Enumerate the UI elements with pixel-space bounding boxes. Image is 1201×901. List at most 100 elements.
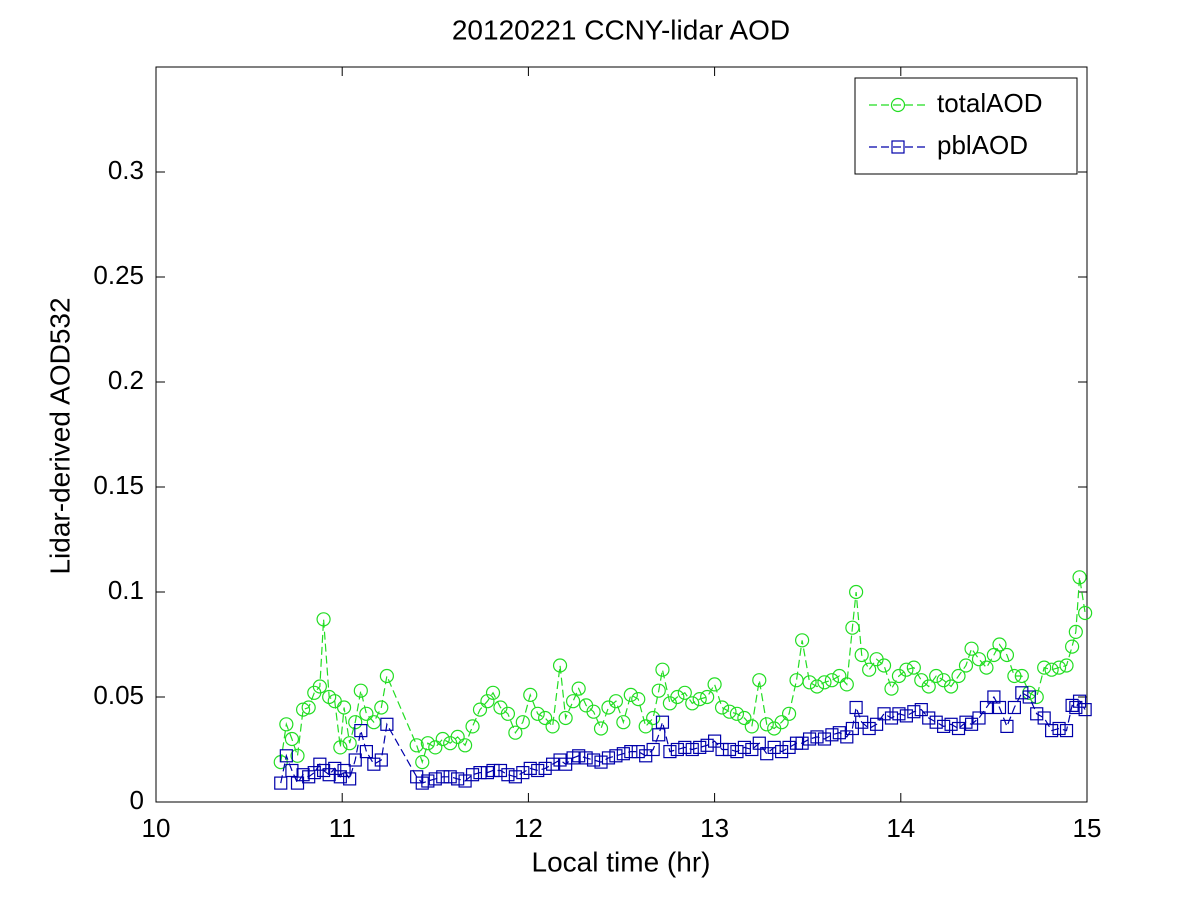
marker — [501, 768, 515, 782]
marker — [1044, 662, 1059, 677]
marker — [884, 711, 899, 725]
marker — [571, 681, 586, 696]
legend: totalAOD pblAOD — [854, 77, 1078, 175]
marker — [1078, 702, 1092, 717]
marker — [737, 710, 752, 726]
marker — [729, 706, 745, 721]
marker — [914, 702, 928, 717]
marker — [943, 679, 959, 694]
marker — [845, 620, 860, 635]
marker — [485, 685, 501, 700]
marker — [586, 704, 601, 719]
marker — [312, 679, 327, 694]
marker — [944, 717, 958, 731]
y-tick-label: 0 — [130, 785, 144, 815]
y-tick-label: 0.05 — [93, 680, 144, 710]
marker — [380, 717, 394, 731]
marker — [279, 717, 294, 732]
marker — [891, 140, 905, 154]
marker — [428, 740, 443, 755]
y-tick-label: 0.25 — [93, 260, 144, 290]
marker — [767, 740, 781, 755]
marker — [465, 719, 480, 734]
marker — [937, 719, 951, 734]
marker — [906, 660, 921, 675]
x-tick-label: 12 — [514, 813, 543, 843]
marker — [523, 687, 538, 703]
marker — [730, 744, 744, 759]
marker — [374, 700, 389, 715]
marker — [646, 742, 660, 757]
x-tick-label: 10 — [142, 813, 171, 843]
marker — [594, 755, 608, 769]
marker — [752, 736, 766, 750]
marker — [343, 772, 357, 786]
marker — [992, 700, 1007, 715]
marker — [892, 707, 906, 721]
marker — [899, 662, 914, 677]
x-tick-label: 11 — [329, 813, 356, 843]
marker — [685, 742, 699, 757]
marker — [516, 765, 530, 780]
x-tick-label: 15 — [1073, 813, 1102, 843]
marker — [1007, 668, 1022, 684]
marker — [972, 711, 986, 725]
marker — [884, 681, 899, 696]
marker — [579, 751, 593, 765]
marker — [493, 763, 508, 778]
marker — [700, 738, 714, 752]
plot-box — [155, 66, 1088, 803]
marker — [1065, 639, 1080, 654]
marker — [685, 696, 700, 711]
marker — [677, 685, 692, 700]
marker — [651, 683, 666, 698]
marker — [929, 715, 943, 729]
series-line — [280, 577, 1086, 765]
marker — [428, 772, 442, 786]
marker — [1072, 570, 1087, 585]
legend-box — [854, 77, 1078, 175]
marker — [1000, 719, 1014, 734]
marker — [1037, 711, 1051, 725]
marker — [999, 647, 1015, 663]
marker — [616, 715, 631, 730]
marker — [1014, 668, 1029, 684]
marker — [714, 700, 730, 715]
marker — [646, 710, 661, 726]
marker — [379, 668, 394, 684]
y-tick-label: 0.3 — [108, 155, 144, 185]
marker — [922, 711, 936, 725]
marker — [472, 702, 488, 717]
marker — [795, 736, 809, 750]
marker — [663, 744, 677, 759]
marker — [869, 717, 884, 731]
marker — [817, 732, 832, 746]
marker — [409, 738, 424, 753]
marker — [979, 660, 994, 675]
marker — [638, 719, 653, 734]
marker — [538, 761, 552, 776]
y-tick-label: 0.1 — [108, 575, 144, 605]
marker — [631, 691, 646, 707]
marker — [530, 706, 545, 721]
marker — [693, 740, 707, 755]
marker — [443, 770, 457, 784]
marker — [795, 633, 810, 648]
marker — [890, 97, 906, 113]
marker — [737, 740, 751, 755]
marker — [342, 736, 357, 751]
marker — [809, 679, 825, 694]
marker — [546, 757, 560, 771]
marker — [849, 700, 863, 715]
marker — [958, 658, 974, 673]
marker — [558, 710, 573, 726]
marker — [274, 776, 288, 790]
marker — [359, 706, 374, 721]
marker — [333, 740, 348, 755]
marker — [336, 700, 352, 715]
marker — [295, 702, 311, 717]
marker — [707, 677, 722, 692]
marker — [670, 689, 685, 705]
marker — [523, 761, 537, 776]
